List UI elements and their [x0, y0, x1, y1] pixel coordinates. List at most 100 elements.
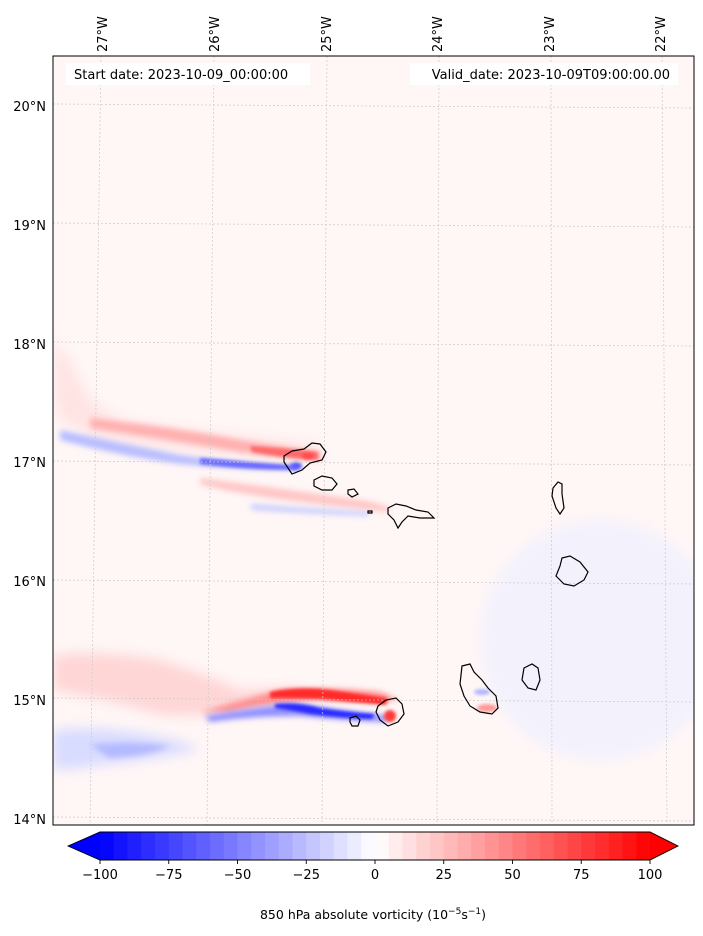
gridline-lat-16n — [53, 579, 694, 585]
longitude-labels: 27°W 26°W 25°W 24°W 23°W 22°W — [96, 16, 669, 52]
colorbar-segment — [265, 832, 280, 860]
negative-core-17n — [200, 458, 298, 470]
colorbar-segment — [567, 832, 582, 860]
gridline-lon-22w — [661, 56, 668, 825]
island-brava — [349, 715, 361, 727]
colorbar-segment — [608, 832, 623, 860]
island-santa-luzia — [347, 488, 359, 498]
colorbar-extend-right — [650, 832, 678, 860]
gridline-lat-17n — [53, 460, 694, 466]
gridline-lon-27w — [89, 56, 102, 825]
colorbar-tick-label: −50 — [224, 868, 251, 883]
island-maio — [521, 663, 541, 691]
weak-positive-west-south — [53, 653, 300, 716]
negative-core-15n — [275, 703, 375, 719]
colorbar-segment — [113, 832, 128, 860]
gridlines — [53, 56, 694, 825]
colorbar-tick-label: −75 — [155, 868, 182, 883]
lon-label-23w: 23°W — [543, 16, 558, 52]
start-date-box — [66, 63, 310, 85]
weak-negative-region-east — [480, 520, 694, 760]
colorbar-segment — [595, 832, 610, 860]
colorbar-segment — [498, 832, 513, 860]
island-fogo — [375, 697, 405, 727]
colorbar-tick-label: 50 — [504, 868, 521, 883]
weak-negative-southwest-inner — [90, 742, 170, 758]
island-boa-vista — [555, 555, 589, 587]
colorbar-segment — [333, 832, 348, 860]
colorbar-tick-label: 75 — [573, 868, 590, 883]
island-santo-antao — [283, 442, 327, 475]
gridline-lon-24w — [436, 56, 440, 825]
positive-patch-santiago — [477, 704, 497, 712]
valid-date-box — [410, 63, 678, 85]
colorbar-segment — [168, 832, 183, 860]
island-santiago — [459, 663, 499, 715]
negative-band-16-6n — [250, 504, 370, 516]
gridline-lat-19n — [53, 222, 694, 228]
colorbar-segment — [196, 832, 211, 860]
colorbar-segment — [485, 832, 500, 860]
colorbar-title-mid: s — [461, 907, 468, 922]
positive-patch-fogo — [384, 710, 396, 722]
map-frame — [52, 55, 695, 826]
gridline-lon-23w — [550, 56, 553, 825]
colorbar-segment — [292, 832, 307, 860]
colorbar-tick-label: 25 — [435, 868, 452, 883]
colorbar-segment — [416, 832, 431, 860]
negative-patch-santo-antao — [290, 462, 302, 470]
colorbar-segment — [320, 832, 335, 860]
colorbar: −100 −75 −50 −25 0 25 50 75 100 850 hPa absolute… — [66, 831, 680, 922]
start-date-label: Start date: 2023-10-09_00:00:00 — [74, 68, 288, 83]
lat-label-17n: 17°N — [13, 456, 46, 471]
colorbar-segment — [347, 832, 362, 860]
colorbar-segment — [182, 832, 197, 860]
colorbar-title-exp1: −5 — [448, 907, 461, 917]
colorbar-segment — [402, 832, 417, 860]
lon-label-24w: 24°W — [431, 16, 446, 52]
negative-patch-santiago — [474, 689, 490, 695]
positive-core-17n — [250, 446, 318, 460]
colorbar-segment — [361, 832, 376, 860]
lat-label-20n: 20°N — [13, 100, 46, 115]
gridline-lon-26w — [206, 56, 215, 825]
colorbar-title: 850 hPa absolute vorticity (10−5s−1) — [260, 907, 486, 922]
lat-label-15n: 15°N — [13, 694, 46, 709]
colorbar-segment — [581, 832, 596, 860]
colorbar-segment — [526, 832, 541, 860]
valid-date-label: Valid_date: 2023-10-09T09:00:00.00 — [432, 68, 670, 83]
colorbar-segment — [100, 832, 115, 860]
colorbar-segment — [636, 832, 651, 860]
gridline-lat-18n — [53, 341, 694, 347]
island-sal — [551, 481, 565, 516]
island-sao-vicente — [313, 475, 338, 491]
colorbar-segment — [471, 832, 486, 860]
colorbar-segments — [100, 832, 651, 860]
colorbar-segment — [141, 832, 156, 860]
colorbar-extend-left — [68, 832, 100, 860]
colorbar-title-prefix: 850 hPa absolute vorticity (10 — [260, 907, 448, 922]
colorbar-ticks: −100 −75 −50 −25 0 25 50 75 100 — [82, 860, 662, 883]
gridline-lat-20n — [53, 103, 694, 109]
colorbar-segment — [430, 832, 445, 860]
colorbar-segment — [278, 832, 293, 860]
lat-label-16n: 16°N — [13, 575, 46, 590]
colorbar-segment — [540, 832, 555, 860]
lat-label-18n: 18°N — [13, 338, 46, 353]
colorbar-segment — [375, 832, 390, 860]
lon-label-22w: 22°W — [654, 16, 669, 52]
lon-label-26w: 26°W — [208, 16, 223, 52]
colorbar-segment — [443, 832, 458, 860]
lat-label-19n: 19°N — [13, 219, 46, 234]
colorbar-segment — [223, 832, 238, 860]
colorbar-tick-label: −25 — [293, 868, 320, 883]
gridline-lat-15n — [53, 697, 694, 703]
colorbar-segment — [306, 832, 321, 860]
positive-core-15n — [270, 688, 388, 705]
colorbar-segment — [127, 832, 142, 860]
island-ilheus — [367, 510, 373, 514]
colorbar-title-suffix: ) — [481, 907, 486, 922]
colorbar-segment — [210, 832, 225, 860]
colorbar-tick-label: 0 — [371, 868, 379, 883]
colorbar-title-exp2: −1 — [468, 907, 481, 917]
